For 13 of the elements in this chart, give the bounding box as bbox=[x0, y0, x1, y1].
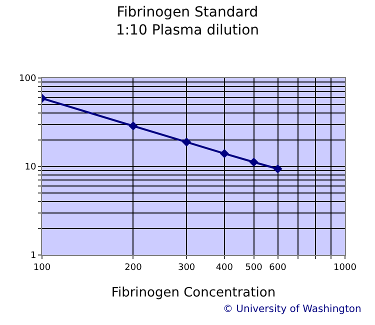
x-tick-label: 1000 bbox=[334, 262, 357, 273]
chart-title: Fibrinogen Standard 1:10 Plasma dilution bbox=[116, 4, 260, 38]
x-tick-label: 500 bbox=[245, 262, 263, 273]
y-tick-label: 100 bbox=[19, 74, 36, 84]
text: © University of Washington bbox=[223, 304, 362, 315]
x-tick-label: 600 bbox=[269, 262, 287, 273]
x-tick-label: 400 bbox=[216, 262, 234, 273]
y-tick-label: 10 bbox=[24, 162, 36, 173]
x-axis-title: Fibrinogen Concentration bbox=[111, 285, 276, 300]
x-tick-label: 200 bbox=[124, 262, 142, 273]
x-tick-label: 100 bbox=[33, 262, 51, 273]
x-tick-label: 300 bbox=[178, 262, 196, 273]
y-tick-label: 1 bbox=[30, 251, 36, 262]
